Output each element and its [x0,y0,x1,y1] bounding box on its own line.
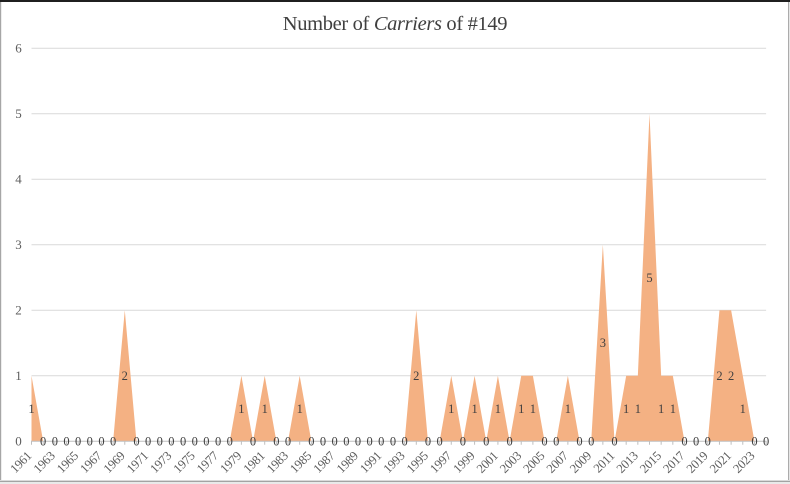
svg-text:Number of Carriers of #149: Number of Carriers of #149 [283,13,507,35]
svg-text:0: 0 [52,435,58,449]
svg-text:0: 0 [436,435,442,449]
svg-text:0: 0 [611,435,617,449]
svg-text:1: 1 [495,402,501,416]
svg-text:2: 2 [122,369,128,383]
svg-text:1: 1 [740,402,746,416]
svg-text:0: 0 [320,435,326,449]
svg-text:0: 0 [87,435,93,449]
svg-text:0: 0 [506,435,512,449]
svg-text:0: 0 [553,435,559,449]
svg-text:1: 1 [238,402,244,416]
svg-text:0: 0 [763,435,769,449]
svg-text:0: 0 [541,435,547,449]
svg-text:1: 1 [623,402,629,416]
svg-text:0: 0 [355,435,361,449]
svg-text:0: 0 [15,434,22,449]
svg-text:1: 1 [448,402,454,416]
svg-text:0: 0 [378,435,384,449]
svg-text:5: 5 [646,271,652,285]
svg-text:0: 0 [402,435,408,449]
svg-text:0: 0 [180,435,186,449]
svg-text:6: 6 [15,41,22,56]
svg-text:0: 0 [63,435,69,449]
svg-text:0: 0 [285,435,291,449]
svg-text:0: 0 [693,435,699,449]
svg-text:0: 0 [145,435,151,449]
svg-text:0: 0 [367,435,373,449]
svg-text:0: 0 [681,435,687,449]
svg-text:0: 0 [133,435,139,449]
svg-text:0: 0 [705,435,711,449]
svg-text:2: 2 [413,369,419,383]
svg-text:0: 0 [40,435,46,449]
svg-text:0: 0 [192,435,198,449]
svg-text:0: 0 [227,435,233,449]
svg-text:1: 1 [670,402,676,416]
svg-text:1: 1 [297,402,303,416]
svg-text:1: 1 [518,402,524,416]
svg-text:0: 0 [157,435,163,449]
svg-text:0: 0 [98,435,104,449]
svg-text:0: 0 [390,435,396,449]
svg-text:2: 2 [728,369,734,383]
svg-text:3: 3 [600,336,606,350]
svg-text:2: 2 [716,369,722,383]
svg-text:1: 1 [635,402,641,416]
svg-text:0: 0 [588,435,594,449]
svg-text:0: 0 [483,435,489,449]
svg-text:0: 0 [75,435,81,449]
svg-text:1: 1 [658,402,664,416]
svg-text:0: 0 [343,435,349,449]
svg-text:3: 3 [15,237,22,252]
svg-text:0: 0 [332,435,338,449]
svg-text:0: 0 [215,435,221,449]
svg-text:0: 0 [250,435,256,449]
svg-text:0: 0 [576,435,582,449]
svg-text:0: 0 [168,435,174,449]
svg-text:0: 0 [425,435,431,449]
svg-text:4: 4 [15,172,22,187]
svg-text:0: 0 [203,435,209,449]
svg-text:2: 2 [15,303,22,318]
svg-text:0: 0 [751,435,757,449]
svg-text:5: 5 [15,106,22,121]
svg-text:0: 0 [273,435,279,449]
svg-text:1: 1 [530,402,536,416]
svg-text:1: 1 [28,402,34,416]
svg-text:1: 1 [15,368,22,383]
svg-text:0: 0 [110,435,116,449]
svg-text:1: 1 [471,402,477,416]
svg-text:0: 0 [308,435,314,449]
svg-text:0: 0 [460,435,466,449]
svg-text:1: 1 [565,402,571,416]
svg-text:1: 1 [262,402,268,416]
